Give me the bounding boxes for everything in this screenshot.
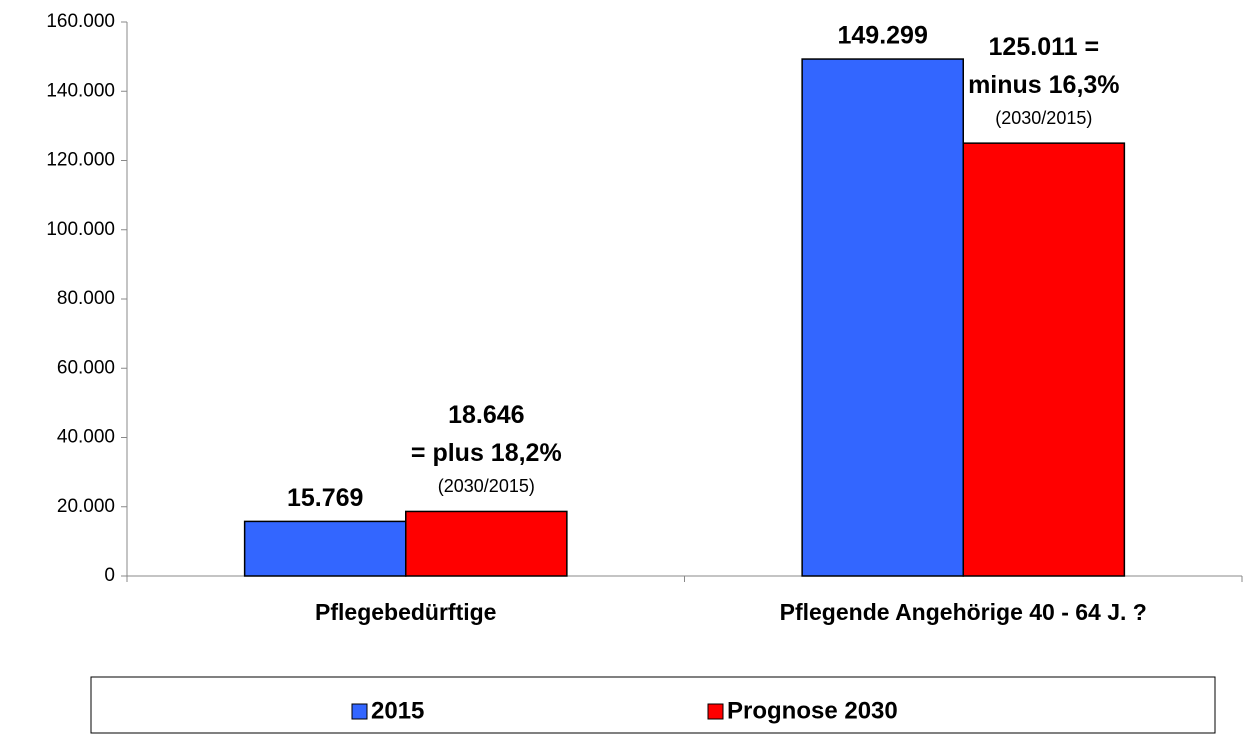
y-tick-label: 80.000 (57, 288, 115, 309)
data-label: 149.299 (838, 22, 928, 50)
legend-swatch (707, 703, 724, 720)
y-tick-label: 140.000 (46, 80, 115, 101)
y-tick-label: 20.000 (57, 496, 115, 517)
annotation: minus 16,3% (968, 71, 1119, 99)
x-tick-label: Pflegebedürftige (315, 599, 496, 625)
x-tick-label: Pflegende Angehörige 40 - 64 J. ? (780, 599, 1147, 625)
data-label: 125.011 = (989, 33, 1100, 61)
y-tick-label: 160.000 (46, 11, 115, 32)
y-tick-label: 0 (104, 565, 115, 586)
legend-box (90, 676, 1216, 734)
bar (405, 510, 568, 577)
legend-label: 2015 (371, 697, 424, 724)
legend-swatch (351, 703, 368, 720)
bar (801, 58, 964, 577)
bar (243, 520, 407, 577)
y-tick-label: 60.000 (57, 357, 115, 378)
annotation: (2030/2015) (438, 476, 535, 496)
y-tick-label: 40.000 (57, 427, 115, 448)
y-tick-label: 100.000 (46, 219, 115, 240)
bar (962, 142, 1126, 577)
annotation: (2030/2015) (995, 108, 1092, 128)
legend-label: Prognose 2030 (727, 697, 898, 724)
annotation: = plus 18,2% (411, 439, 562, 467)
data-label: 18.646 (448, 401, 524, 429)
data-label: 15.769 (287, 484, 363, 512)
y-tick-label: 120.000 (46, 150, 115, 171)
